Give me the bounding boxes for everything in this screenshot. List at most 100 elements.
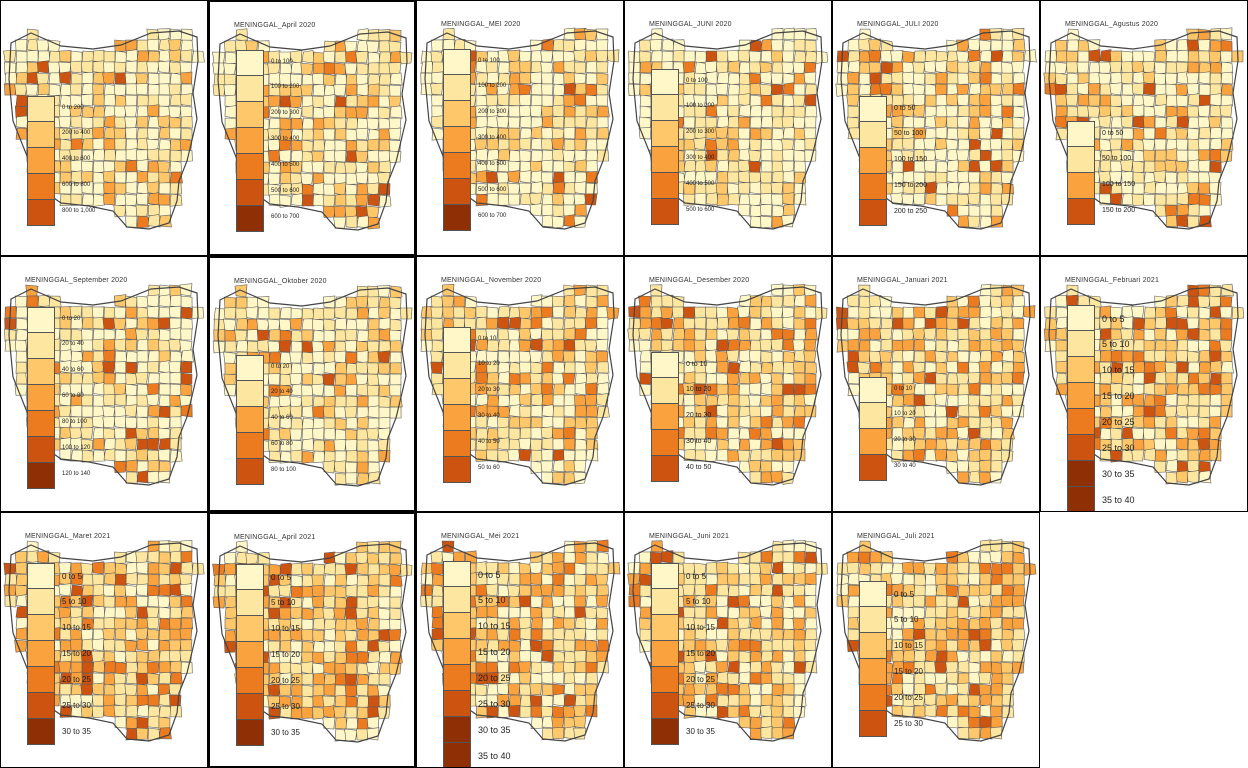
district-area [1209, 126, 1223, 140]
district-area [563, 383, 577, 396]
district-area [584, 639, 598, 653]
district-area [562, 372, 576, 385]
district-area [333, 182, 347, 196]
district-area [169, 160, 182, 174]
district-area [334, 296, 348, 309]
district-area [1187, 215, 1200, 228]
district-area [147, 404, 161, 418]
district-area [102, 192, 116, 206]
district-area [1175, 470, 1189, 484]
district-area [400, 307, 413, 320]
district-area [1187, 171, 1200, 184]
district-area [978, 361, 992, 374]
district-area [223, 84, 237, 97]
district-area [924, 49, 938, 63]
district-area [356, 94, 369, 108]
district-area [1176, 214, 1189, 228]
district-area [475, 115, 488, 129]
district-area [507, 705, 521, 718]
district-area [935, 171, 948, 184]
district-area [912, 61, 926, 75]
district-area [1098, 61, 1112, 74]
district-area [760, 94, 773, 108]
district-area [124, 404, 138, 418]
district-area [91, 638, 105, 652]
district-area [574, 694, 588, 708]
district-area [290, 606, 303, 620]
district-area [223, 73, 237, 86]
district-area [103, 448, 117, 462]
district-area [102, 361, 116, 374]
district-area [158, 460, 171, 474]
district-area [146, 305, 160, 319]
district-area [322, 607, 336, 621]
district-area [770, 306, 784, 319]
district-area [323, 628, 336, 642]
district-area [1110, 160, 1123, 173]
district-area [749, 572, 762, 586]
district-area [574, 339, 587, 352]
district-area [125, 94, 138, 107]
district-area [1197, 438, 1211, 451]
district-area [596, 361, 610, 374]
district-area [289, 428, 303, 441]
district-area [485, 171, 499, 184]
district-area [1121, 104, 1134, 118]
district-area [1197, 295, 1211, 308]
district-area [541, 295, 554, 308]
district-area [869, 550, 882, 564]
district-area [1132, 127, 1145, 141]
district-area [367, 563, 380, 576]
district-area [507, 116, 521, 129]
district-area [749, 105, 763, 118]
district-area [1209, 415, 1222, 429]
district-area [1012, 116, 1025, 130]
district-area [793, 317, 806, 331]
district-area [367, 340, 380, 354]
district-area [682, 616, 696, 630]
district-area [727, 393, 740, 407]
district-area [760, 192, 773, 206]
district-area [157, 416, 171, 430]
district-area [968, 182, 981, 195]
district-area [585, 72, 598, 85]
district-area [869, 305, 882, 319]
district-area [990, 682, 1003, 696]
district-area [103, 639, 116, 652]
legend-swatch: 0 to 10 [443, 327, 496, 353]
district-area [378, 62, 391, 75]
district-area [290, 574, 303, 588]
district-area [880, 61, 893, 75]
district-area [124, 105, 138, 118]
district-area [278, 684, 292, 697]
district-area [551, 317, 565, 331]
district-area [924, 94, 937, 107]
district-area [496, 682, 510, 696]
district-area [923, 562, 937, 575]
district-area [541, 606, 554, 619]
district-area [388, 117, 402, 130]
district-area [968, 671, 981, 685]
district-area [157, 317, 171, 330]
district-area [902, 661, 915, 674]
district-area [738, 383, 751, 396]
district-area [552, 471, 565, 484]
district-area [179, 61, 193, 74]
district-area [91, 306, 105, 319]
district-area [574, 416, 587, 430]
district-area [180, 606, 194, 619]
district-area [367, 673, 381, 686]
district-area [770, 72, 784, 85]
map-panel-6: MENINGGAL_Agustus 2020 0 to 50 50 to 100 1… [1040, 0, 1248, 256]
district-area [69, 94, 83, 108]
district-area [136, 650, 149, 664]
legend-swatch: 25 to 30 [859, 711, 923, 737]
district-area [1099, 138, 1112, 152]
district-area [179, 627, 193, 641]
choropleth-map [836, 539, 1037, 742]
district-area [968, 650, 982, 663]
legend-swatch: 400 to 600 [27, 148, 90, 174]
district-area [585, 350, 598, 364]
district-area [891, 383, 904, 396]
district-area [530, 595, 543, 608]
